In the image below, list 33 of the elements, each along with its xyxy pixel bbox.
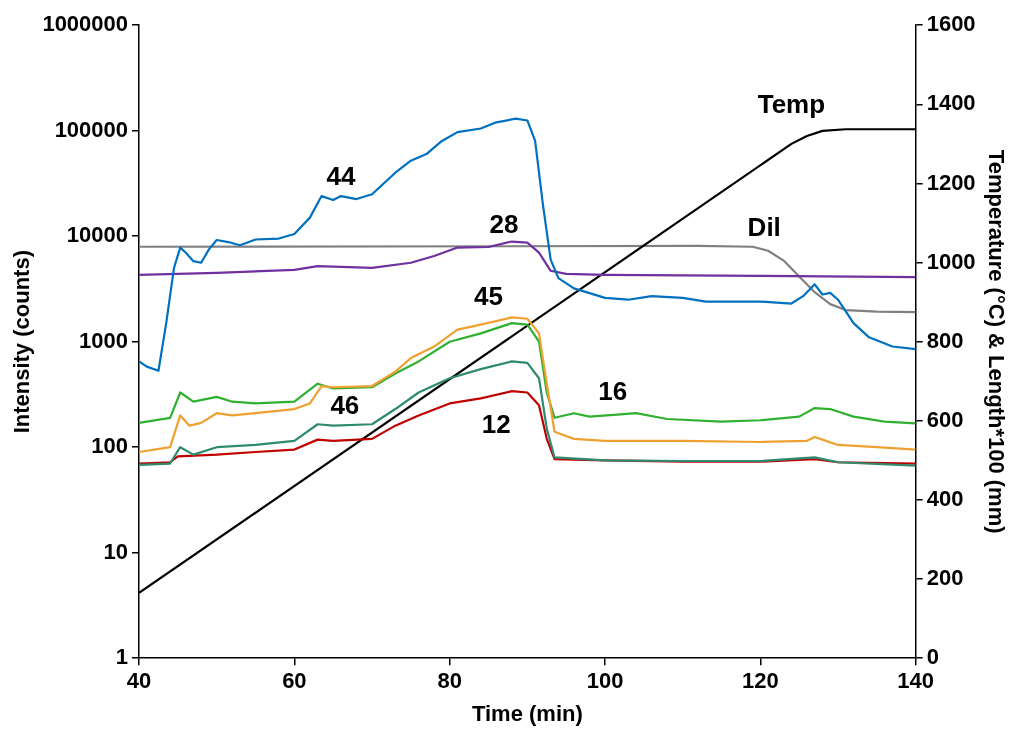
y2-axis-title: Temperature (°C) & Length*100 (mm) [983, 149, 1009, 534]
x-tick-label: 120 [741, 668, 779, 694]
y-tick-label: 1000000 [42, 11, 129, 37]
series-label: Dil [747, 212, 781, 243]
y-tick-label: 10 [103, 538, 129, 564]
y2-tick-label: 1600 [926, 11, 976, 37]
series-label: 28 [489, 209, 519, 240]
y-axis-title: Intensity (counts) [9, 250, 35, 434]
x-tick-label: 40 [126, 668, 152, 694]
series-label: 45 [474, 281, 503, 312]
y2-tick-label: 400 [926, 486, 964, 512]
x-tick-label: 60 [282, 668, 307, 694]
y2-tick-label: 1400 [926, 90, 976, 116]
series-label: 44 [326, 160, 356, 191]
y-tick-label: 100 [91, 433, 129, 459]
x-axis-title: Time (min) [471, 700, 583, 726]
series-label: Temp [757, 89, 826, 120]
y2-tick-label: 1200 [926, 169, 976, 195]
x-tick-label: 80 [437, 668, 462, 694]
series-label: 16 [598, 375, 628, 406]
y2-tick-label: 1000 [926, 248, 976, 274]
y2-tick-label: 200 [926, 565, 964, 591]
series-label: 46 [330, 390, 360, 421]
y2-tick-label: 0 [926, 644, 939, 670]
y2-tick-label: 800 [926, 327, 964, 353]
y-tick-label: 10000 [66, 222, 129, 248]
y2-tick-label: 600 [926, 406, 964, 432]
x-tick-label: 100 [586, 668, 624, 694]
series-label: 12 [481, 408, 511, 439]
y-tick-label: 1 [115, 644, 129, 670]
x-tick-label: 140 [897, 668, 935, 694]
y-tick-label: 100000 [54, 116, 129, 142]
y-tick-label: 1000 [79, 327, 129, 353]
